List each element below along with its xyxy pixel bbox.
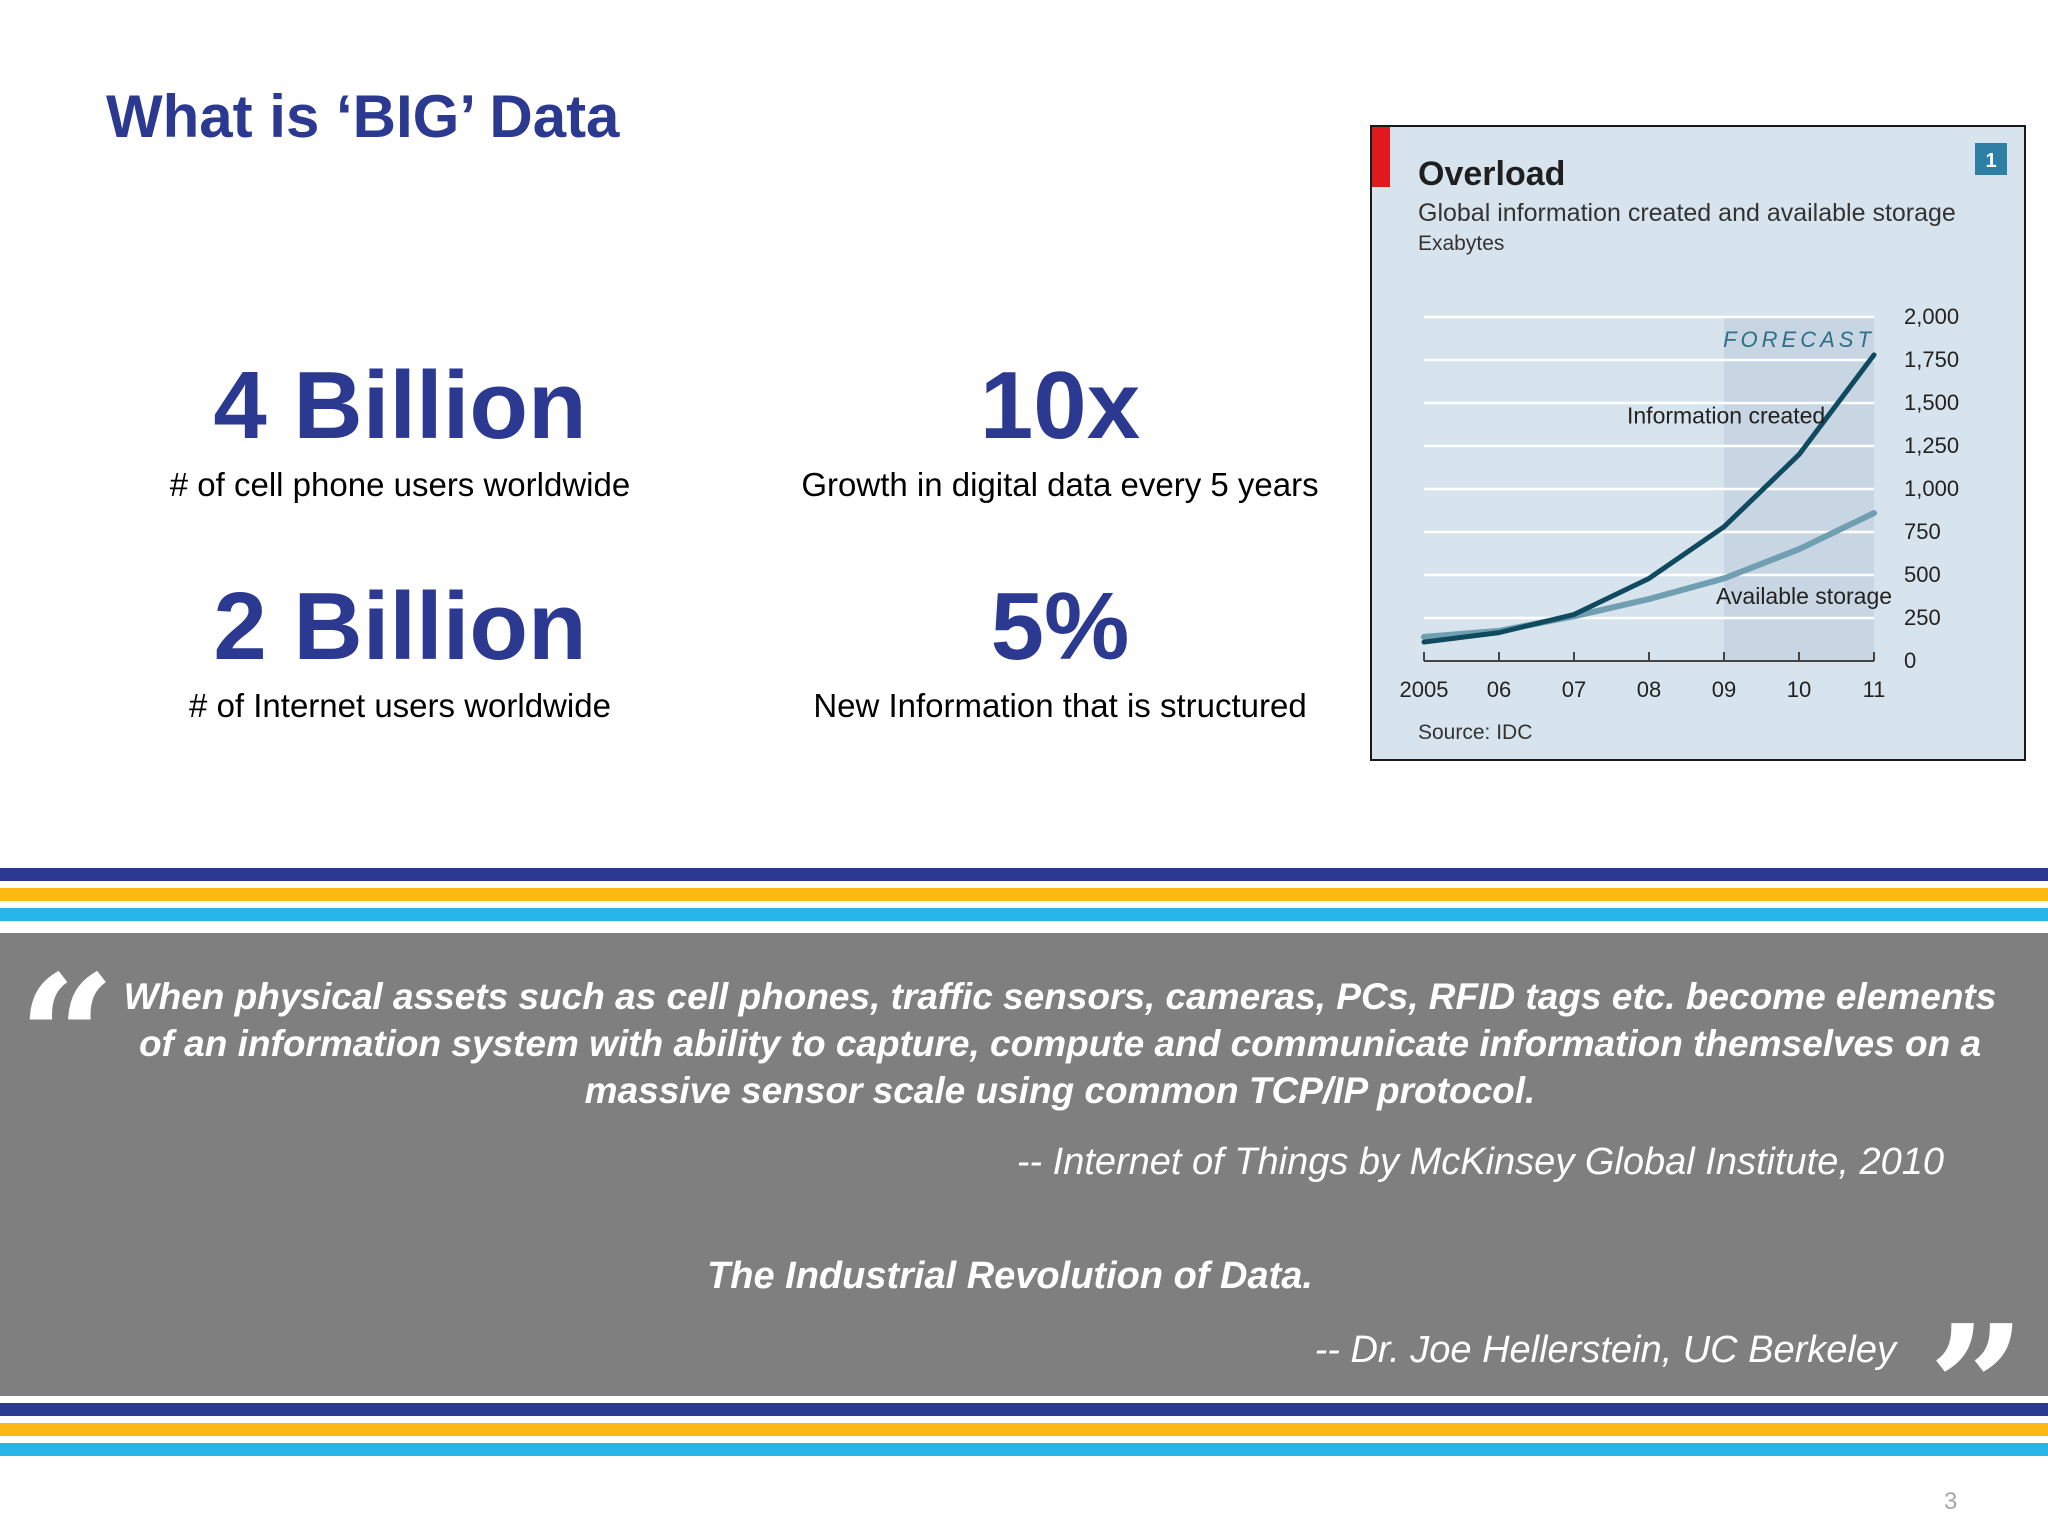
stripe-sky (0, 1443, 2048, 1456)
quote-panel: “ When physical assets such as cell phon… (0, 933, 2048, 1473)
chart-plot: FORECAST 0 250 500 750 1,000 1,250 1,500 1,750 2,… (1400, 304, 1960, 702)
stat-value: 5% (990, 573, 1130, 680)
chart-title: Overload (1418, 155, 1565, 193)
stripe-gold (0, 888, 2048, 901)
chart-subtitle: Global information created and available… (1418, 199, 1956, 227)
quote-source: -- Internet of Things by McKinsey Global… (1016, 1141, 1944, 1183)
stat-caption: Growth in digital data every 5 years (801, 466, 1319, 503)
quote-secondary: The Industrial Revolution of Data. (707, 1255, 1313, 1297)
stat-caption: # of cell phone users worldwide (169, 466, 631, 503)
y-tick-label: 750 (1904, 519, 1941, 544)
stat-value: 4 Billion (213, 352, 587, 459)
y-tick-label: 0 (1904, 648, 1916, 673)
stat-value: 10x (979, 352, 1141, 459)
stripe-sky (0, 908, 2048, 921)
slide-title: What is ‘BIG’ Data (106, 83, 620, 150)
stat-value: 2 Billion (213, 573, 587, 680)
chart-accent-bar (1372, 127, 1390, 187)
stat-data-growth: 10x Growth in digital data every 5 years (760, 358, 1360, 504)
forecast-label: FORECAST (1723, 327, 1875, 352)
quote-secondary-source: -- Dr. Joe Hellerstein, UC Berkeley (1314, 1329, 1896, 1371)
stat-caption: # of Internet users worldwide (189, 687, 611, 724)
y-tick-label: 2,000 (1904, 304, 1959, 329)
series-label-information-created: Information created (1627, 403, 1825, 429)
y-tick-label: 500 (1904, 562, 1941, 587)
x-tick-label: 06 (1487, 677, 1511, 702)
chart-badge (1975, 143, 2007, 175)
x-tick-label: 07 (1562, 677, 1586, 702)
x-tick-label: 10 (1787, 677, 1811, 702)
series-label-available-storage: Available storage (1716, 583, 1892, 609)
stripe-navy (0, 868, 2048, 881)
y-tick-label: 1,500 (1904, 390, 1959, 415)
y-tick-label: 1,750 (1904, 347, 1959, 372)
overload-chart: 1 Overload Global information created an… (1370, 125, 2026, 761)
stripe-navy (0, 1403, 2048, 1416)
quote-text: When physical assets such as cell phones… (123, 976, 1997, 1111)
x-tick-label: 08 (1637, 677, 1661, 702)
chart-unit-label: Exabytes (1418, 232, 1504, 255)
stat-caption: New Information that is structured (813, 687, 1307, 724)
x-tick-label: 09 (1712, 677, 1736, 702)
y-tick-label: 1,000 (1904, 476, 1959, 501)
chart-source: Source: IDC (1418, 721, 1532, 744)
y-tick-label: 250 (1904, 605, 1941, 630)
open-quote-icon: “ (18, 938, 116, 1138)
stripes-bottom (0, 1403, 2048, 1463)
stat-cell-phone-users: 4 Billion # of cell phone users worldwid… (100, 358, 700, 504)
x-tick-label: 11 (1863, 677, 1886, 702)
stripe-gold (0, 1423, 2048, 1436)
stat-internet-users: 2 Billion # of Internet users worldwide (100, 579, 700, 725)
stat-structured-info: 5% New Information that is structured (760, 579, 1360, 725)
chart-canvas: 1 Overload Global information created an… (1372, 127, 2007, 744)
page-number: 3 (1944, 1488, 1958, 1515)
chart-badge-label: 1 (1985, 150, 1996, 172)
series-line-information-created (1421, 352, 1877, 645)
stripes-top (0, 868, 2048, 928)
y-tick-label: 1,250 (1904, 433, 1959, 458)
x-tick-label: 2005 (1400, 677, 1449, 702)
